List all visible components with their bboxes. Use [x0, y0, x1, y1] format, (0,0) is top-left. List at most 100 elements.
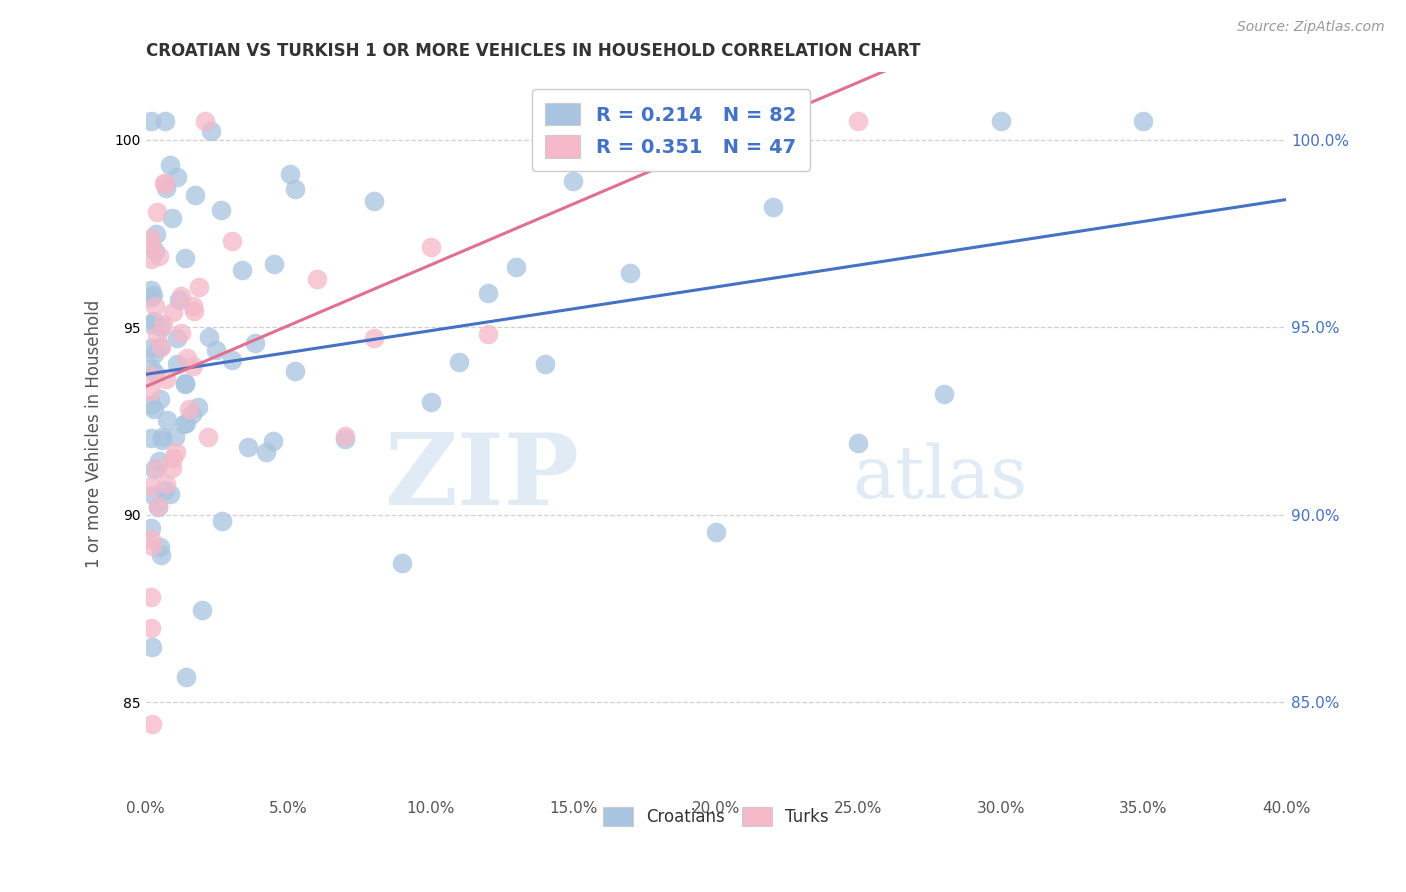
Point: [149, 340, 172, 354]
Point: [143, 402, 166, 417]
Point: [153, 176, 176, 190]
Point: [141, 398, 163, 412]
Point: [200, 124, 222, 138]
Point: [152, 317, 174, 331]
Point: [141, 532, 163, 546]
Point: [533, 357, 555, 371]
Point: [141, 384, 163, 399]
Point: [183, 304, 205, 318]
Point: [191, 603, 214, 617]
Point: [187, 401, 209, 415]
Point: [846, 114, 869, 128]
Text: atlas: atlas: [852, 442, 1028, 513]
Point: [221, 353, 243, 368]
Point: [148, 454, 170, 468]
Point: [1132, 114, 1154, 128]
Point: [162, 450, 184, 465]
Point: [619, 266, 641, 280]
Text: Source: ZipAtlas.com: Source: ZipAtlas.com: [1237, 20, 1385, 34]
Point: [159, 487, 181, 501]
Point: [146, 204, 169, 219]
Point: [160, 211, 183, 225]
Point: [166, 169, 188, 184]
Point: [155, 181, 177, 195]
Point: [211, 514, 233, 528]
Point: [142, 288, 165, 302]
Point: [143, 346, 166, 360]
Point: [419, 395, 441, 409]
Point: [149, 392, 172, 406]
Point: [153, 114, 176, 128]
Point: [153, 178, 176, 192]
Point: [305, 272, 328, 286]
Point: [176, 351, 198, 366]
Point: [254, 445, 277, 459]
Point: [141, 290, 163, 304]
Point: [174, 376, 197, 390]
Point: [238, 440, 260, 454]
Point: [762, 200, 785, 214]
Point: [159, 158, 181, 172]
Point: [149, 540, 172, 554]
Point: [141, 238, 163, 252]
Point: [143, 299, 166, 313]
Point: [477, 285, 499, 300]
Point: [146, 327, 169, 342]
Point: [141, 539, 163, 553]
Point: [141, 283, 163, 297]
Point: [704, 127, 727, 141]
Point: [335, 432, 357, 446]
Point: [173, 417, 195, 431]
Point: [170, 326, 193, 341]
Point: [153, 483, 176, 497]
Point: [150, 549, 173, 563]
Point: [141, 621, 163, 635]
Point: [846, 435, 869, 450]
Point: [141, 520, 163, 534]
Y-axis label: 1 or more Vehicles in Household: 1 or more Vehicles in Household: [86, 300, 103, 568]
Point: [170, 289, 193, 303]
Point: [533, 114, 555, 128]
Point: [181, 359, 204, 374]
Point: [142, 488, 165, 502]
Point: [231, 262, 253, 277]
Point: [477, 327, 499, 342]
Point: [391, 556, 413, 570]
Point: [156, 413, 179, 427]
Point: [284, 364, 307, 378]
Point: [141, 252, 163, 266]
Point: [166, 357, 188, 371]
Point: [141, 361, 163, 376]
Point: [932, 386, 955, 401]
Point: [284, 181, 307, 195]
Point: [141, 716, 163, 731]
Point: [562, 174, 585, 188]
Point: [174, 416, 197, 430]
Point: [165, 445, 187, 459]
Point: [141, 114, 163, 128]
Point: [648, 114, 671, 128]
Point: [145, 227, 167, 242]
Point: [141, 431, 163, 445]
Point: [221, 234, 243, 248]
Point: [141, 479, 163, 493]
Point: [174, 670, 197, 684]
Point: [155, 477, 177, 491]
Point: [150, 320, 173, 334]
Point: [262, 434, 284, 449]
Point: [166, 331, 188, 345]
Point: [148, 500, 170, 514]
Point: [243, 336, 266, 351]
Point: [162, 461, 184, 475]
Point: [363, 331, 385, 345]
Point: [205, 343, 228, 357]
Point: [155, 371, 177, 385]
Point: [142, 462, 165, 476]
Point: [152, 433, 174, 447]
Point: [143, 314, 166, 328]
Text: ZIP: ZIP: [384, 429, 579, 526]
Point: [704, 524, 727, 539]
Point: [148, 249, 170, 263]
Point: [141, 230, 163, 244]
Point: [150, 340, 173, 354]
